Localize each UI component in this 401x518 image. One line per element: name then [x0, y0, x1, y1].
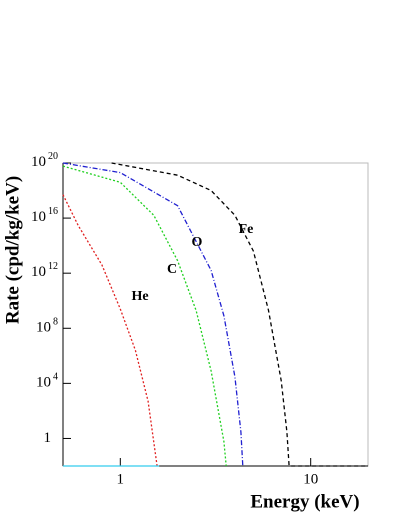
y-tick-exponent: 12 [48, 261, 58, 272]
y-tick-base: 10 [31, 210, 46, 226]
y-tick-base: 10 [36, 320, 51, 336]
series-label: Fe [239, 222, 254, 237]
series-label: C [167, 262, 177, 277]
y-tick-label: 10 16 [31, 206, 58, 225]
y-tick-label: 10 12 [31, 261, 58, 280]
plot-frame [62, 162, 369, 467]
series-line [62, 194, 158, 467]
y-tick-exponent: 8 [53, 317, 58, 328]
series-line [62, 165, 227, 467]
y-axis-label: Rate (cpd/kg/keV) [2, 176, 23, 324]
series-line [62, 162, 244, 467]
y-tick-exponent: 16 [48, 206, 58, 217]
y-tick-label: 10 4 [36, 372, 58, 391]
y-tick-base: 10 [31, 154, 46, 170]
y-tick-label: 10 20 [31, 151, 58, 170]
x-axis-label: Energy (keV) [250, 491, 359, 512]
y-tick-label: 1 [44, 430, 52, 446]
series-label: O [192, 235, 203, 250]
x-tick-label: 1 [117, 471, 125, 487]
series-label: He [131, 289, 148, 304]
y-tick-base: 10 [36, 375, 51, 391]
y-tick-base: 10 [31, 265, 46, 281]
y-tick-label: 10 8 [36, 317, 58, 336]
y-tick-exponent: 20 [48, 151, 58, 162]
y-tick-exponent: 4 [53, 372, 58, 383]
series-line [111, 162, 368, 467]
x-tick-label: 10 [303, 471, 318, 487]
